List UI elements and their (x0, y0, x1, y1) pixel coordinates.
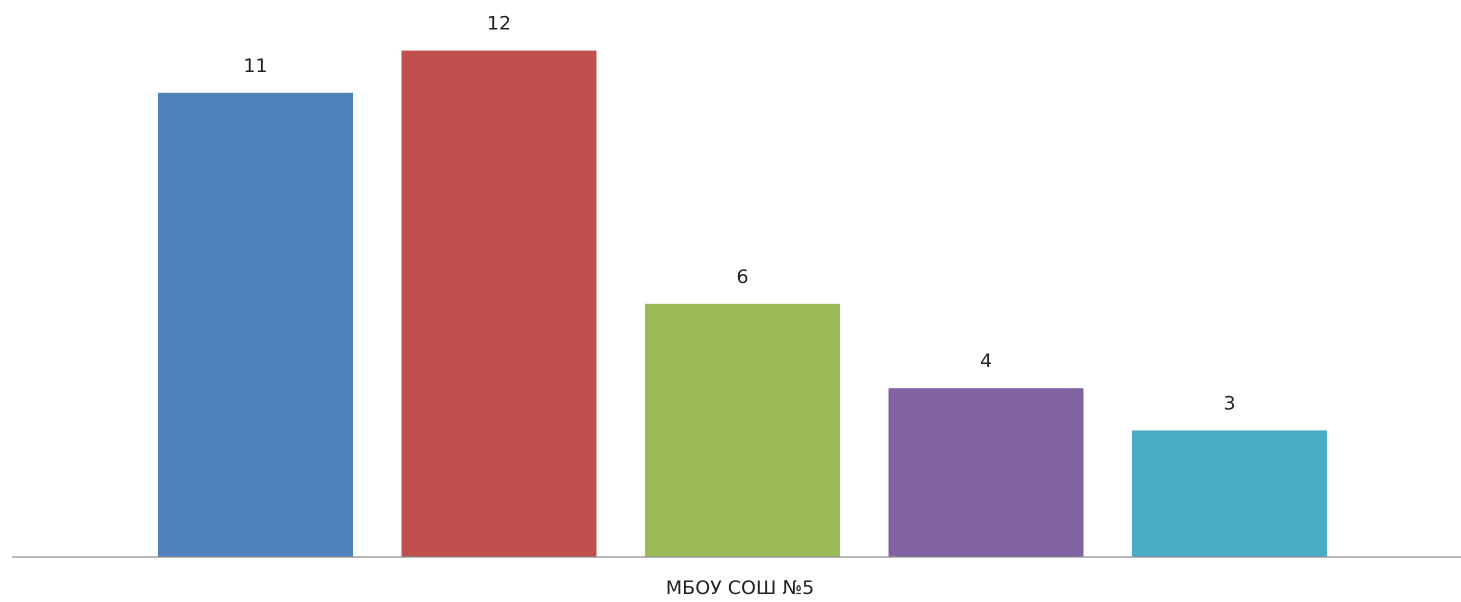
data-label-4: 4 (980, 350, 992, 372)
bar-5 (1132, 430, 1327, 557)
data-label-5: 3 (1223, 392, 1235, 414)
bar-1 (158, 92, 353, 558)
category-label: МБОУ СОШ №5 (666, 577, 814, 599)
data-labels-layer: 11 12 6 4 3 (243, 13, 1235, 415)
data-label-3: 6 (736, 266, 748, 288)
data-label-2: 12 (487, 13, 511, 35)
bar-3 (645, 303, 840, 557)
bars-layer (158, 50, 1327, 558)
bar-4 (888, 388, 1084, 557)
bar-2 (401, 50, 597, 557)
data-label-1: 11 (243, 55, 267, 77)
